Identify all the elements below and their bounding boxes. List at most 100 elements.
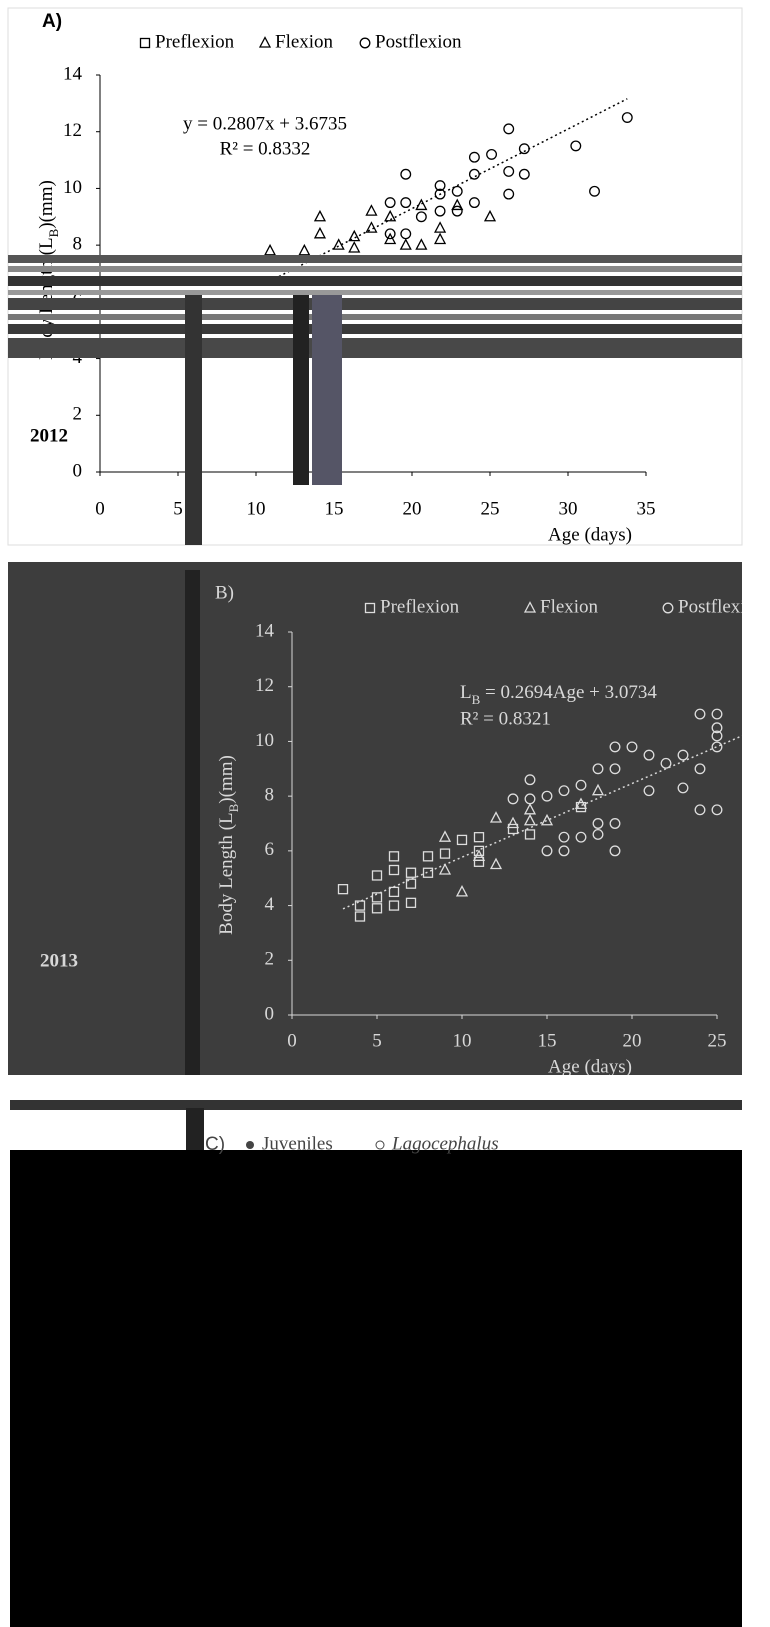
point [558,845,570,857]
year-label: 2013 [40,950,78,971]
y-tick-label: 0 [265,1003,275,1024]
y-tick-label: 2 [265,949,275,970]
point [384,209,397,222]
point [694,708,706,720]
legend-label: Preflexion [380,596,460,617]
point [348,241,361,253]
point [434,232,447,245]
x-tick-label: 15 [325,498,344,519]
legend-label: Lagocephalus [391,1133,499,1154]
point [371,892,383,903]
y-tick-label: 14 [63,63,83,84]
point [354,900,366,911]
point [558,831,570,843]
y-tick-label: 10 [255,730,274,751]
legend-label: Flexion [540,596,599,617]
point [313,209,327,222]
point [434,188,446,200]
point [422,851,434,862]
point [575,831,587,843]
point [694,804,706,816]
legend-marker [258,36,272,48]
x-tick-label: 35 [637,498,656,519]
point [486,148,498,160]
divider [186,1108,204,1153]
point [400,197,412,209]
r-squared: R² = 0.8332 [220,138,311,159]
x-tick-label: 10 [247,498,266,519]
point [489,857,503,870]
y-tick-label: 8 [265,785,275,806]
glitch-band [8,314,742,320]
point [523,802,537,815]
y-tick-label: 0 [73,460,83,481]
point [337,884,349,895]
legend-marker [246,1141,254,1149]
point [524,774,536,786]
legend-label: Flexion [275,31,334,52]
glitch-strip [185,295,202,545]
point [503,123,515,135]
point [506,816,520,829]
point [472,849,486,861]
y-tick-label: 10 [63,177,82,198]
y-axis-title: Body Length (LB)(mm) [216,755,241,935]
point [313,226,327,239]
point [518,143,530,155]
legend-label: Postflexion [375,31,462,52]
glitch-strip [293,295,309,485]
legend-label: Juveniles [262,1133,333,1154]
point [332,238,345,250]
point [371,903,383,914]
point [384,197,396,209]
panel-c-background [10,1150,742,1627]
point [400,168,412,180]
glitch-band [8,298,742,310]
point [621,112,633,123]
panel-label: A) [42,11,62,32]
y-tick-label: 12 [255,675,274,696]
point [405,897,417,908]
point [507,823,519,835]
point [298,243,311,256]
y-tick-label: 8 [73,234,83,255]
point [455,884,469,897]
x-tick-label: 0 [287,1030,297,1051]
y-tick-label: 4 [265,894,275,915]
point [660,757,672,769]
point [468,168,480,180]
point [388,900,400,911]
divider [10,1100,742,1110]
point [434,205,446,217]
point [473,832,485,843]
point [438,863,452,875]
legend-marker [359,37,371,49]
x-tick-label: 10 [453,1030,472,1051]
year-label: 2012 [30,425,68,446]
text-part: L [460,682,472,703]
text-part: = 0.2694Age + 3.0734 [480,682,657,703]
glitch-strip [312,295,342,485]
point [415,211,427,223]
point [711,730,723,742]
point [384,232,397,245]
point [643,749,655,761]
point [570,140,582,152]
divider [185,570,200,1075]
point [507,793,519,805]
point [371,870,383,881]
glitch-overlay [8,255,742,545]
panel-b-background [8,562,742,1075]
x-axis-title: Age (days) [548,1056,632,1077]
point [489,811,503,823]
point [609,763,621,775]
x-tick-label: 5 [372,1030,382,1051]
point [451,185,463,197]
legend-label: Preflexion [155,31,235,52]
point [643,785,655,797]
x-tick-label: 25 [708,1030,727,1051]
point [388,886,400,898]
glitch-band [8,338,742,358]
point [626,741,638,753]
point [415,238,428,250]
